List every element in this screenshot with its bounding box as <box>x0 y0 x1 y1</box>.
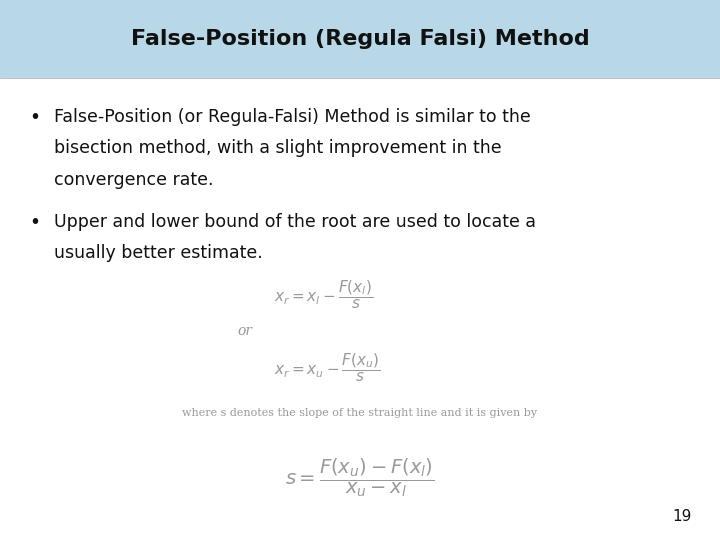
Text: •: • <box>29 213 40 232</box>
Text: $x_r = x_u - \dfrac{F(x_u)}{s}$: $x_r = x_u - \dfrac{F(x_u)}{s}$ <box>274 352 380 384</box>
Text: 19: 19 <box>672 509 691 524</box>
Text: $s = \dfrac{F(x_u) - F(x_l)}{x_u - x_l}$: $s = \dfrac{F(x_u) - F(x_l)}{x_u - x_l}$ <box>285 456 435 500</box>
Text: convergence rate.: convergence rate. <box>54 171 214 188</box>
Text: or: or <box>238 324 253 338</box>
Text: usually better estimate.: usually better estimate. <box>54 244 263 262</box>
Text: where s denotes the slope of the straight line and it is given by: where s denotes the slope of the straigh… <box>182 408 538 418</box>
Text: Upper and lower bound of the root are used to locate a: Upper and lower bound of the root are us… <box>54 213 536 231</box>
Text: •: • <box>29 108 40 127</box>
Text: False-Position (or Regula-Falsi) Method is similar to the: False-Position (or Regula-Falsi) Method … <box>54 108 531 126</box>
Text: $x_r = x_l - \dfrac{F(x_l)}{s}$: $x_r = x_l - \dfrac{F(x_l)}{s}$ <box>274 278 373 310</box>
Text: bisection method, with a slight improvement in the: bisection method, with a slight improvem… <box>54 139 502 157</box>
Bar <box>0 0 720 78</box>
Text: False-Position (Regula Falsi) Method: False-Position (Regula Falsi) Method <box>130 29 590 49</box>
